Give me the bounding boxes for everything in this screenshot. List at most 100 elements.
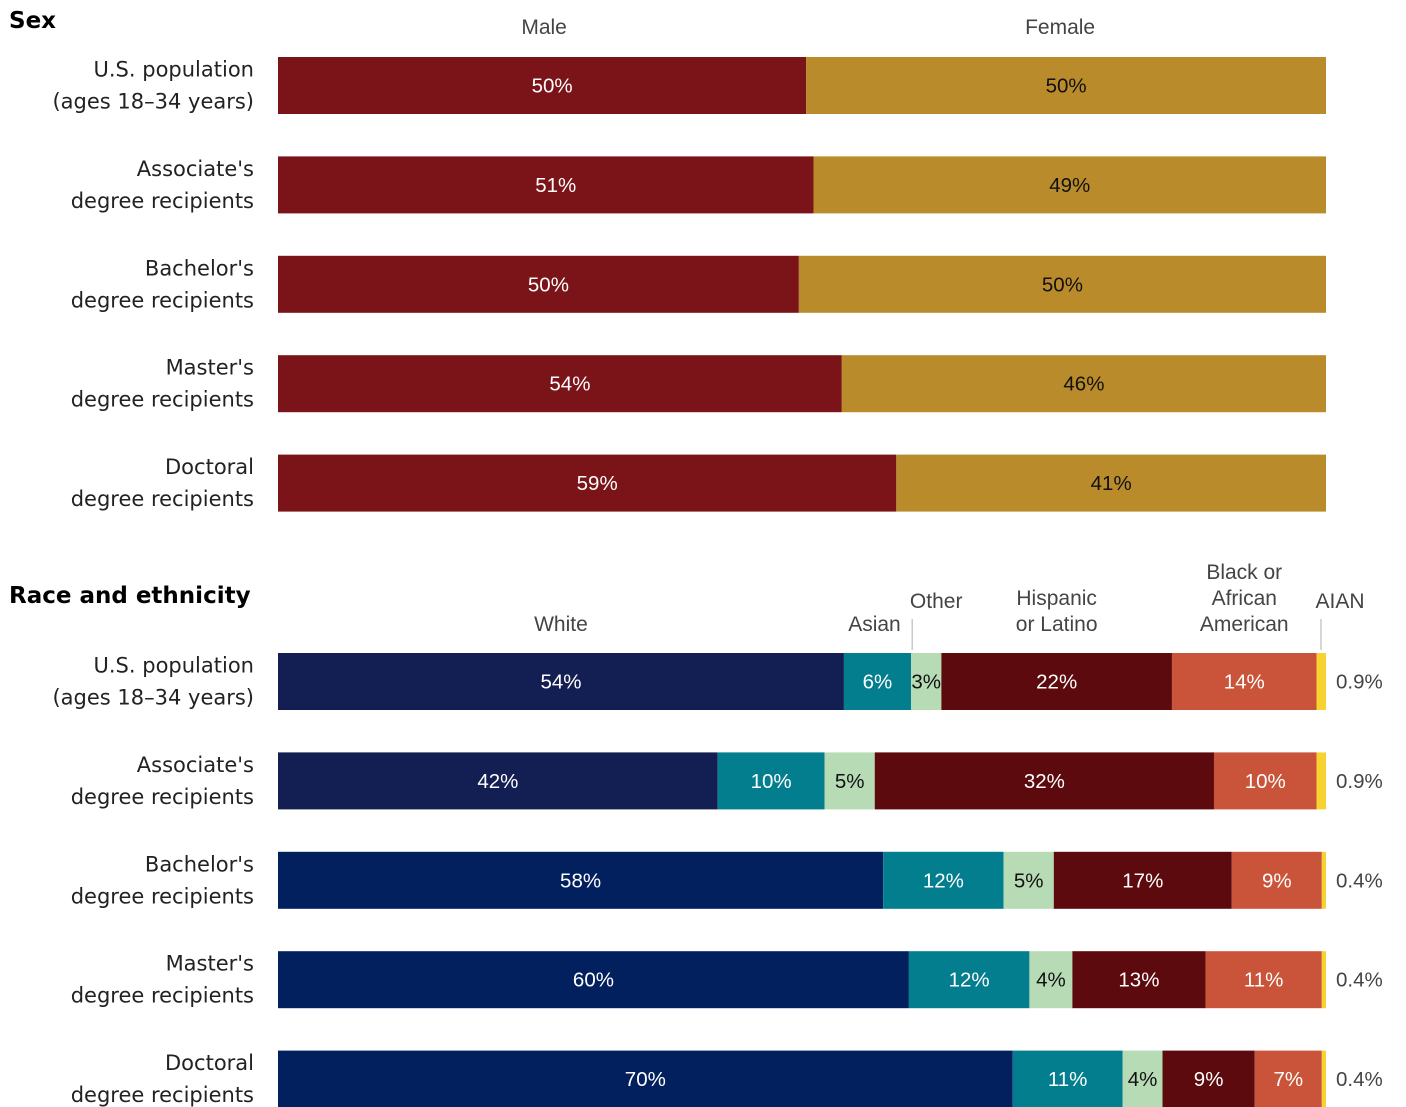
data-label: 60% (573, 969, 614, 992)
data-label: 0.4% (1336, 969, 1383, 992)
legend-label: Other (910, 590, 963, 613)
row-label: U.S. population (94, 654, 254, 678)
legend-label: Male (521, 16, 567, 39)
data-label: 0.4% (1336, 869, 1383, 892)
row-label: degree recipients (71, 487, 254, 511)
data-label: 9% (1194, 1068, 1224, 1091)
bar-segment (824, 752, 875, 810)
bar-segment (1012, 1050, 1123, 1107)
bar-segment (278, 653, 844, 710)
bar-segment (874, 752, 1214, 810)
data-label: 12% (923, 869, 964, 892)
bar-segment (1321, 1050, 1326, 1107)
data-label: 9% (1262, 869, 1292, 892)
bar-segment (1321, 851, 1326, 909)
data-label: 0.9% (1336, 770, 1383, 793)
row-label: degree recipients (71, 388, 254, 412)
row-label: Doctoral (165, 1051, 254, 1075)
data-label: 59% (577, 472, 618, 495)
row-label: degree recipients (71, 785, 254, 809)
bar-segment (813, 156, 1326, 214)
data-label: 7% (1273, 1068, 1303, 1091)
bar-segment (883, 851, 1004, 909)
bar-segment (1316, 653, 1326, 710)
bar-segment (1213, 752, 1317, 810)
data-label: 12% (949, 969, 990, 992)
bar-segment (1162, 1050, 1255, 1107)
row-label: degree recipients (71, 984, 254, 1008)
row-label: Doctoral (165, 455, 254, 479)
data-label: 50% (1046, 75, 1087, 98)
data-label: 42% (477, 770, 518, 793)
bar-segment (908, 951, 1030, 1009)
bar-segment (798, 255, 1326, 313)
legend-label: American (1200, 613, 1289, 636)
data-label: 50% (532, 75, 573, 98)
bar-segment (278, 951, 909, 1009)
data-label: 14% (1224, 671, 1265, 694)
row-label: degree recipients (71, 189, 254, 213)
data-label: 58% (560, 869, 601, 892)
chart-panel-sex: Sex U.S. population (ages 18–34 years) Asso… (9, 8, 1326, 512)
legend-label: Asian (848, 613, 901, 636)
row-label: Master's (166, 356, 254, 380)
data-label: 0.4% (1336, 1068, 1383, 1091)
bar-segment (278, 454, 897, 512)
bar-segment (1029, 951, 1073, 1009)
row-label: (ages 18–34 years) (52, 686, 254, 710)
legend-label: African (1212, 587, 1277, 610)
row-label: Associate's (137, 753, 254, 777)
bar-segment (278, 752, 718, 810)
data-label: 6% (863, 671, 893, 694)
bar-segment (1231, 851, 1322, 909)
data-label: 13% (1118, 969, 1159, 992)
bar-segment (1003, 851, 1054, 909)
row-label: degree recipients (71, 1083, 254, 1107)
data-label: 50% (1042, 273, 1083, 296)
bar-segment (941, 653, 1172, 710)
bar-segment (896, 454, 1326, 512)
data-label: 41% (1091, 472, 1132, 495)
bar-segment (278, 355, 842, 413)
data-label: 0.9% (1336, 671, 1383, 694)
bar-segment (1205, 951, 1322, 1009)
legend-label: Black or (1206, 561, 1282, 584)
row-label: (ages 18–34 years) (52, 90, 254, 114)
bar-segment (1321, 951, 1326, 1009)
bar-segment (910, 653, 942, 710)
chart-panel-race-ethnicity: Race and ethnicity U.S. population (ages 1… (9, 561, 1383, 1107)
legend-label: Female (1025, 16, 1095, 39)
data-label: 11% (1244, 969, 1284, 992)
data-label: 54% (549, 373, 590, 396)
data-label: 10% (751, 770, 792, 793)
data-label: 5% (1014, 869, 1044, 892)
row-label: degree recipients (71, 884, 254, 908)
bar-segment (1254, 1050, 1322, 1107)
row-label: degree recipients (71, 288, 254, 312)
bar-segment (806, 57, 1326, 114)
data-label: 50% (528, 273, 569, 296)
row-label: Master's (166, 952, 254, 976)
data-label: 4% (1128, 1068, 1158, 1091)
data-label: 10% (1245, 770, 1286, 793)
data-label: 4% (1036, 969, 1066, 992)
data-label: 5% (835, 770, 865, 793)
bar-segment (843, 653, 911, 710)
legend-label: or Latino (1016, 613, 1098, 636)
data-label: 3% (911, 671, 941, 694)
data-label: 70% (625, 1068, 666, 1091)
row-label: Bachelor's (145, 852, 254, 876)
legend-label: White (534, 613, 588, 636)
data-label: 54% (540, 671, 581, 694)
legend-label: Hispanic (1016, 587, 1097, 610)
data-label: 46% (1063, 373, 1104, 396)
data-label: 49% (1049, 174, 1090, 197)
data-label: 51% (535, 174, 576, 197)
bar-segment (1316, 752, 1326, 810)
bar-segment (278, 57, 807, 114)
bar-segment (278, 156, 814, 214)
legend-label: AIAN (1315, 590, 1364, 613)
bar-segment (1053, 851, 1232, 909)
chart-title: Race and ethnicity (9, 583, 251, 609)
